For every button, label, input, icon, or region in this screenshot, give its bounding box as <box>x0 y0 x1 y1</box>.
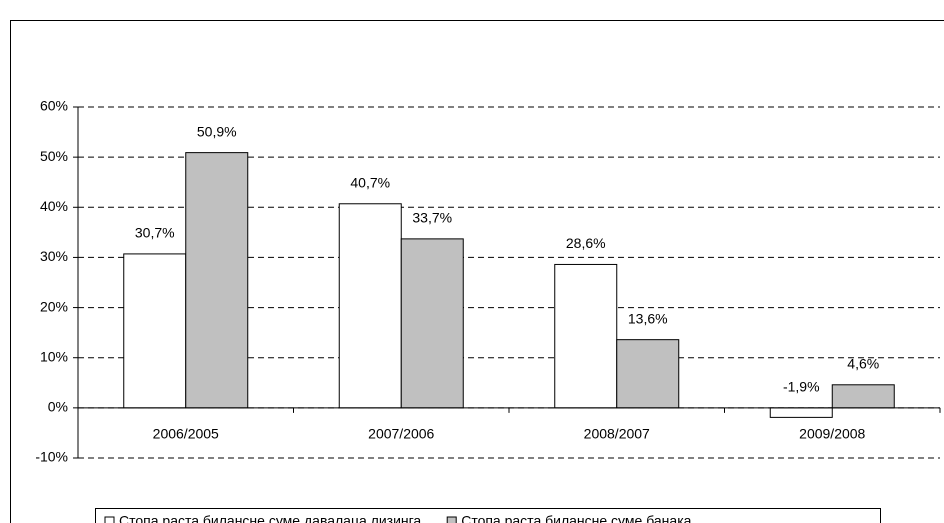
value-label: 28,6% <box>566 235 606 251</box>
value-label: -1,9% <box>783 379 820 395</box>
bar <box>769 407 833 418</box>
y-tick-label: -10% <box>35 449 68 465</box>
y-tick-label: 30% <box>40 248 68 264</box>
bar <box>831 384 895 409</box>
x-tick-label: 2006/2005 <box>153 426 219 442</box>
y-tick-label: 50% <box>40 148 68 164</box>
y-tick-label: 20% <box>40 298 68 314</box>
y-tick-label: 40% <box>40 198 68 214</box>
bar <box>185 152 249 409</box>
legend-label: Стопа раста билансне суме банака <box>461 513 691 523</box>
bar <box>616 339 680 409</box>
x-tick-label: 2008/2007 <box>584 426 650 442</box>
legend-swatch <box>446 516 457 523</box>
x-tick-label: 2007/2006 <box>368 426 434 442</box>
y-tick-label: 10% <box>40 348 68 364</box>
value-label: 40,7% <box>350 174 390 190</box>
bar <box>400 238 464 409</box>
value-label: 30,7% <box>135 225 175 241</box>
value-label: 13,6% <box>628 310 668 326</box>
value-label: 4,6% <box>847 355 879 371</box>
value-label: 50,9% <box>197 123 237 139</box>
value-label: 33,7% <box>412 210 452 226</box>
legend-box <box>95 508 881 523</box>
bar <box>338 203 402 409</box>
y-tick-label: 60% <box>40 98 68 114</box>
legend-label: Стопа раста билансне суме давалаца лизин… <box>119 513 421 523</box>
y-tick-label: 0% <box>48 399 68 415</box>
bar <box>554 263 618 409</box>
legend-swatch <box>104 516 115 523</box>
bar <box>123 253 187 409</box>
x-tick-label: 2009/2008 <box>799 426 865 442</box>
